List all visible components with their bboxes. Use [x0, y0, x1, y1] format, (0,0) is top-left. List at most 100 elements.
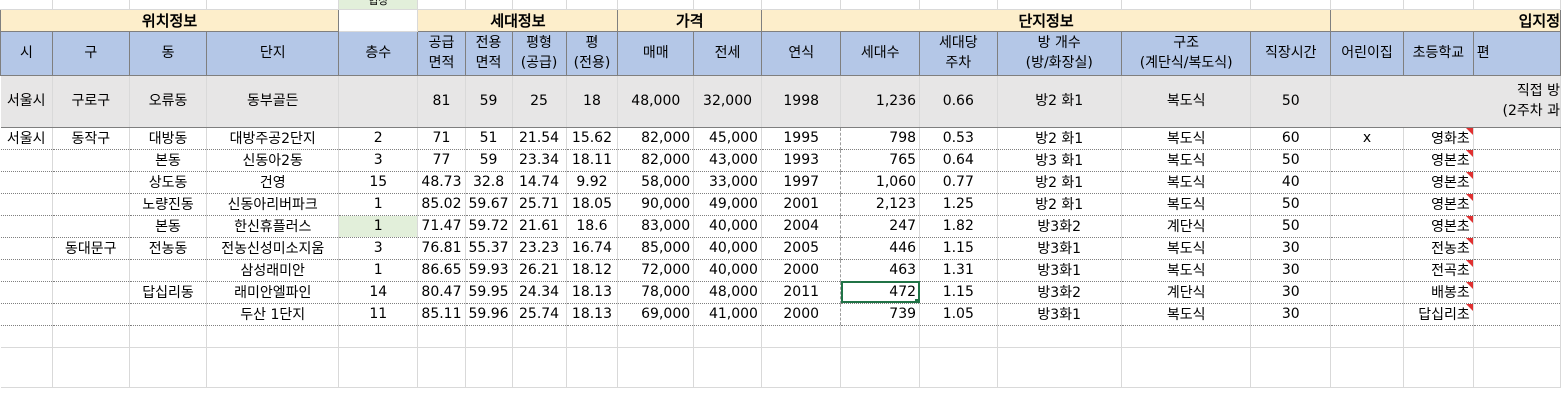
cell-extra[interactable] — [1473, 171, 1561, 194]
col-header-exclusive-area[interactable]: 전용 면적 — [464, 30, 513, 76]
cell-pyeong-s[interactable]: 24.34 — [512, 281, 567, 304]
cell-commute[interactable]: 30 — [1250, 303, 1332, 326]
cell[interactable] — [566, 0, 619, 10]
cell-sale[interactable]: 83,000 — [617, 215, 695, 238]
cell-structure[interactable]: 복도식 — [1121, 75, 1252, 128]
cell-extra[interactable] — [1473, 237, 1561, 260]
cell-pyeong-e[interactable]: 18.13 — [566, 303, 619, 326]
cell-sale[interactable]: 78,000 — [617, 281, 695, 304]
cell-households[interactable]: 1,060 — [840, 171, 921, 194]
cell-exclusive[interactable]: 51 — [465, 127, 513, 150]
cell-pyeong-s[interactable]: 23.23 — [512, 237, 567, 260]
col-header-danji[interactable]: 단지 — [206, 30, 340, 76]
cell[interactable] — [206, 347, 340, 388]
cell-gu[interactable] — [52, 193, 130, 216]
cell-parking[interactable]: 1.25 — [919, 193, 998, 216]
cell-extra[interactable] — [1473, 193, 1561, 216]
cell-supply[interactable]: 86.65 — [417, 259, 466, 282]
cell-jeonse[interactable]: 49,000 — [693, 193, 762, 216]
cell-parking[interactable]: 1.82 — [919, 215, 998, 238]
cell-si[interactable] — [0, 171, 53, 194]
cell-school[interactable]: 영본초 — [1403, 215, 1474, 238]
cell[interactable] — [1250, 347, 1332, 388]
cell-pyeong-s[interactable]: 23.34 — [512, 149, 567, 172]
cell-commute[interactable]: 50 — [1250, 75, 1332, 128]
cell-floor[interactable]: 1 — [338, 259, 419, 282]
cell[interactable] — [617, 0, 695, 10]
cell-households[interactable]: 247 — [840, 215, 921, 238]
cell[interactable] — [1403, 325, 1474, 348]
cell-dong[interactable]: 전농동 — [129, 237, 208, 260]
cell-parking[interactable]: 1.15 — [919, 281, 998, 304]
cell-si[interactable]: 서울시 — [0, 75, 53, 128]
col-header-extra[interactable]: 편 — [1472, 30, 1561, 76]
cell-exclusive[interactable]: 59.93 — [465, 259, 513, 282]
cell-extra[interactable] — [1473, 281, 1561, 304]
cell[interactable] — [52, 325, 130, 348]
cell[interactable] — [761, 325, 842, 348]
cell-supply[interactable]: 85.11 — [417, 303, 466, 326]
cell[interactable] — [417, 347, 466, 388]
cell-gu[interactable] — [52, 303, 130, 326]
cell-floor[interactable]: 11 — [338, 303, 419, 326]
cell-school[interactable]: 영본초 — [1403, 149, 1474, 172]
cell[interactable] — [693, 0, 762, 10]
cell[interactable] — [465, 347, 513, 388]
col-header-year[interactable]: 연식 — [760, 30, 842, 76]
cell-pyeong-e[interactable]: 18.13 — [566, 281, 619, 304]
cell-danji[interactable]: 래미안엘파인 — [206, 281, 340, 304]
cell-commute[interactable]: 30 — [1250, 237, 1332, 260]
cell[interactable] — [512, 347, 567, 388]
cell-gu[interactable] — [52, 171, 130, 194]
cell-parking[interactable]: 0.66 — [919, 75, 998, 128]
cell[interactable] — [0, 347, 53, 388]
cell-households[interactable]: 2,123 — [840, 193, 921, 216]
cell-year[interactable]: 1993 — [761, 149, 842, 172]
cell[interactable] — [512, 325, 567, 348]
cell-pyeong-supply[interactable]: 25 — [512, 75, 567, 128]
cell-extra[interactable] — [1473, 259, 1561, 282]
cell-commute[interactable]: 50 — [1250, 215, 1332, 238]
cell-structure[interactable]: 복도식 — [1121, 237, 1252, 260]
cell-school[interactable]: 영본초 — [1403, 171, 1474, 194]
cell[interactable] — [0, 325, 53, 348]
cell-school[interactable]: 답십리초 — [1403, 303, 1474, 326]
cell-top-fragment[interactable]: 협상 — [338, 0, 419, 10]
cell[interactable] — [693, 325, 762, 348]
col-header-households[interactable]: 세대수 — [840, 30, 921, 76]
cell-jeonse[interactable]: 40,000 — [693, 259, 762, 282]
cell-pyeong-s[interactable]: 25.71 — [512, 193, 567, 216]
cell[interactable] — [617, 325, 695, 348]
cell-si[interactable] — [0, 215, 53, 238]
cell-sale[interactable]: 85,000 — [617, 237, 695, 260]
cell-structure[interactable]: 복도식 — [1121, 149, 1252, 172]
cell-rooms[interactable]: 방2 화1 — [997, 75, 1122, 128]
cell-sale[interactable]: 82,000 — [617, 149, 695, 172]
cell-si[interactable] — [0, 237, 53, 260]
cell-sale[interactable]: 82,000 — [617, 127, 695, 150]
cell[interactable] — [1330, 325, 1404, 348]
cell-households[interactable]: 798 — [840, 127, 921, 150]
col-header-floor[interactable]: 층수 — [338, 30, 419, 76]
cell-supply[interactable]: 85.02 — [417, 193, 466, 216]
cell-jeonse[interactable]: 40,000 — [693, 215, 762, 238]
cell-structure[interactable]: 복도식 — [1121, 259, 1252, 282]
col-header-structure[interactable]: 구조 (계단식/복도식) — [1120, 30, 1252, 76]
cell-gu[interactable] — [52, 259, 130, 282]
group-header-complex[interactable]: 단지정보 — [760, 8, 1332, 32]
cell[interactable] — [840, 325, 921, 348]
cell-commute[interactable]: 60 — [1250, 127, 1332, 150]
group-header-location[interactable]: 위치정보 — [0, 8, 340, 32]
cell-extra[interactable] — [1473, 303, 1561, 326]
cell[interactable] — [417, 325, 466, 348]
cell[interactable] — [919, 0, 998, 10]
cell-parking[interactable]: 0.64 — [919, 149, 998, 172]
col-header-daycare[interactable]: 어린이집 — [1330, 30, 1404, 76]
col-header-school[interactable]: 초등학교 — [1402, 30, 1474, 76]
cell-rooms[interactable]: 방2 화1 — [997, 193, 1122, 216]
cell[interactable] — [129, 347, 208, 388]
cell[interactable] — [617, 347, 695, 388]
cell-dong[interactable]: 답십리동 — [129, 281, 208, 304]
group-header-household[interactable]: 세대정보 — [417, 8, 619, 32]
